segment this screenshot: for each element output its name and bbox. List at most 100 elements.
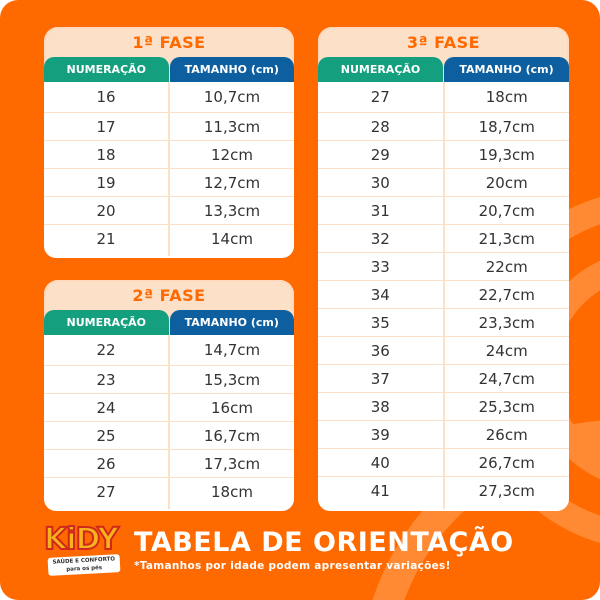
disclaimer-note: *Tamanhos por idade podem apresentar var… <box>134 560 451 572</box>
table-row: 35 23,3cm <box>318 308 569 336</box>
table-row: 28 18,7cm <box>318 112 569 140</box>
cell-numeracao: 23 <box>44 366 170 393</box>
table-row: 29 19,3cm <box>318 140 569 168</box>
header-tamanho: TAMANHO (cm) <box>169 310 294 335</box>
cell-numeracao: 26 <box>44 450 170 477</box>
cell-numeracao: 31 <box>318 197 445 224</box>
cell-tamanho: 26,7cm <box>478 454 535 472</box>
table-row: 30 20cm <box>318 168 569 196</box>
cell-numeracao: 36 <box>318 337 445 364</box>
cell-numeracao: 24 <box>44 394 170 421</box>
table-header: NUMERAÇÃO TAMANHO (cm) <box>44 310 294 335</box>
cell-numeracao: 25 <box>44 422 170 449</box>
table-row: 19 12,7cm <box>44 168 294 196</box>
header-numeracao: NUMERAÇÃO <box>44 310 169 335</box>
cell-numeracao: 30 <box>318 169 445 196</box>
cell-numeracao: 41 <box>318 477 445 509</box>
kidy-logo: KiDY SAÚDE E CONFORTO para os pés <box>43 521 124 578</box>
table-body: 27 18cm 28 18,7cm 29 19,3cm 30 20cm 31 20,7cm… <box>318 82 569 511</box>
table-row: 31 20,7cm <box>318 196 569 224</box>
table-row: 36 24cm <box>318 336 569 364</box>
table-row: 24 16cm <box>44 393 294 421</box>
table-row: 41 27,3cm <box>318 476 569 509</box>
header-numeracao: NUMERAÇÃO <box>44 57 169 82</box>
cell-numeracao: 17 <box>44 113 170 140</box>
table-row: 25 16,7cm <box>44 421 294 449</box>
cell-tamanho: 17,3cm <box>203 455 261 473</box>
cell-numeracao: 34 <box>318 281 445 308</box>
header-tamanho: TAMANHO (cm) <box>444 57 569 82</box>
table-row: 20 13,3cm <box>44 196 294 224</box>
table-row: 18 12cm <box>44 140 294 168</box>
cell-numeracao: 19 <box>44 169 170 196</box>
table-header: NUMERAÇÃO TAMANHO (cm) <box>318 57 569 82</box>
cell-tamanho: 14,7cm <box>203 341 261 359</box>
cell-tamanho: 12,7cm <box>203 174 261 192</box>
table-row: 22 14,7cm <box>44 335 294 365</box>
table-row: 33 22cm <box>318 252 569 280</box>
cell-tamanho: 11,3cm <box>203 118 261 136</box>
cell-numeracao: 33 <box>318 253 445 280</box>
logo-tagline: SAÚDE E CONFORTO para os pés <box>47 554 121 576</box>
cell-tamanho: 25,3cm <box>478 398 535 416</box>
cell-tamanho: 12cm <box>211 146 253 164</box>
table-row: 27 18cm <box>318 82 569 112</box>
cell-numeracao: 37 <box>318 365 445 392</box>
footer: KiDY SAÚDE E CONFORTO para os pés TABELA… <box>43 521 514 578</box>
table-header: NUMERAÇÃO TAMANHO (cm) <box>44 57 294 82</box>
cell-tamanho: 27,3cm <box>478 482 535 500</box>
table-row: 39 26cm <box>318 420 569 448</box>
cell-numeracao: 39 <box>318 421 445 448</box>
table-row: 26 17,3cm <box>44 449 294 477</box>
cell-numeracao: 28 <box>318 113 445 140</box>
cell-tamanho: 14cm <box>211 230 253 248</box>
table-row: 32 21,3cm <box>318 224 569 252</box>
cell-numeracao: 18 <box>44 141 170 168</box>
cell-tamanho: 18,7cm <box>478 118 535 136</box>
page-title: TABELA DE ORIENTAÇÃO <box>134 527 514 558</box>
cell-tamanho: 15,3cm <box>203 371 261 389</box>
cell-tamanho: 20,7cm <box>478 202 535 220</box>
cell-tamanho: 23,3cm <box>478 314 535 332</box>
cell-tamanho: 18cm <box>485 88 528 106</box>
cell-tamanho: 10,7cm <box>203 88 261 106</box>
table-row: 17 11,3cm <box>44 112 294 140</box>
table-title: 1ª FASE <box>132 33 206 52</box>
cell-tamanho: 22cm <box>485 258 528 276</box>
table-title: 3ª FASE <box>406 33 481 52</box>
header-numeracao: NUMERAÇÃO <box>318 57 443 82</box>
cell-tamanho: 26cm <box>485 426 528 444</box>
cell-numeracao: 29 <box>318 141 445 168</box>
table-title: 2ª FASE <box>132 286 206 305</box>
table-body: 22 14,7cm 23 15,3cm 24 16cm 25 16,7cm 26 17,3… <box>44 335 294 511</box>
table-body: 16 10,7cm 17 11,3cm 18 12cm 19 12,7cm 20 13,3… <box>44 82 294 258</box>
cell-numeracao: 21 <box>44 225 170 256</box>
cell-numeracao: 27 <box>318 82 445 112</box>
cell-numeracao: 22 <box>44 335 170 365</box>
table-fase-3: 3ª FASE NUMERAÇÃO TAMANHO (cm) 27 18cm 28… <box>318 27 569 511</box>
table-fase-1: 1ª FASE NUMERAÇÃO TAMANHO (cm) 16 10,7cm … <box>44 27 294 258</box>
cell-numeracao: 20 <box>44 197 170 224</box>
cell-numeracao: 40 <box>318 449 445 476</box>
logo-wordmark: KiDY <box>43 521 120 558</box>
cell-tamanho: 21,3cm <box>478 230 535 248</box>
cell-tamanho: 22,7cm <box>478 286 535 304</box>
table-row: 37 24,7cm <box>318 364 569 392</box>
cell-tamanho: 24cm <box>485 342 528 360</box>
cell-numeracao: 32 <box>318 225 445 252</box>
footer-text: TABELA DE ORIENTAÇÃO *Tamanhos por idade… <box>134 527 514 573</box>
cell-numeracao: 16 <box>44 82 170 112</box>
cell-tamanho: 20cm <box>485 174 528 192</box>
cell-tamanho: 16cm <box>211 399 253 417</box>
cell-numeracao: 38 <box>318 393 445 420</box>
cell-numeracao: 27 <box>44 478 170 509</box>
cell-tamanho: 13,3cm <box>203 202 261 220</box>
cell-tamanho: 18cm <box>211 483 253 501</box>
table-row: 40 26,7cm <box>318 448 569 476</box>
cell-tamanho: 19,3cm <box>478 146 535 164</box>
cell-tamanho: 24,7cm <box>478 370 535 388</box>
table-row: 38 25,3cm <box>318 392 569 420</box>
cell-numeracao: 35 <box>318 309 445 336</box>
header-tamanho: TAMANHO (cm) <box>169 57 294 82</box>
